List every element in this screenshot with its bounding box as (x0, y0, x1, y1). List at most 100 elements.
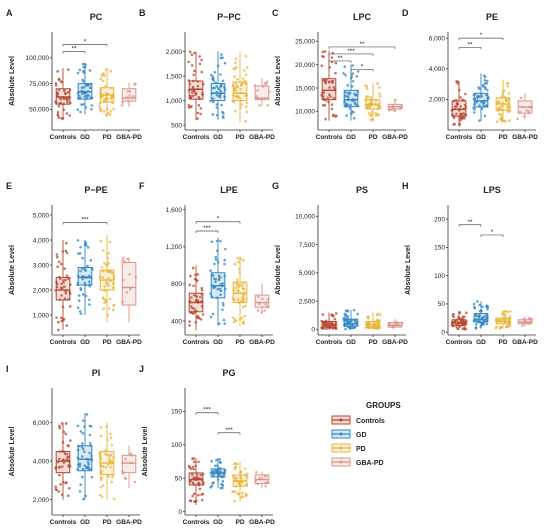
data-point (102, 109, 106, 113)
data-point (211, 113, 215, 116)
data-point (478, 95, 482, 99)
x-tick-label: Controls (446, 134, 473, 141)
data-point (351, 79, 355, 83)
data-point (188, 50, 192, 54)
data-point (346, 309, 349, 312)
data-point (497, 100, 501, 103)
data-point (233, 499, 236, 503)
y-tick-label: 50 (175, 476, 183, 483)
data-point (237, 285, 241, 289)
data-point (500, 325, 503, 329)
data-point (67, 444, 71, 448)
box-controls (54, 240, 72, 332)
data-point (193, 307, 196, 310)
y-axis-label: Absolute Level (275, 245, 282, 295)
data-point (68, 114, 72, 117)
data-point (105, 280, 109, 284)
data-point (223, 322, 227, 325)
data-point (209, 269, 212, 273)
data-point (57, 260, 61, 264)
box-controls (450, 80, 468, 127)
data-point (342, 71, 345, 75)
y-tick-label: 2,000 (33, 497, 50, 504)
data-point (235, 77, 239, 81)
data-point (258, 476, 262, 480)
data-point (327, 93, 331, 96)
data-point (211, 76, 215, 80)
significance-bracket: * (195, 216, 241, 224)
data-point (478, 104, 481, 108)
data-point (191, 266, 195, 270)
data-point (107, 277, 110, 280)
data-point (485, 322, 489, 326)
data-point (256, 309, 260, 312)
data-point (506, 100, 510, 103)
data-point (56, 70, 59, 73)
panel-letter: F (139, 181, 145, 191)
data-point (473, 107, 477, 111)
data-point (197, 493, 200, 497)
panel-letter: H (402, 181, 409, 191)
box-gd (209, 237, 227, 326)
data-point (476, 300, 479, 303)
data-point (486, 305, 489, 308)
box-pd (495, 79, 512, 123)
legend-item: PD (331, 443, 366, 453)
y-tick-label: 100 (171, 442, 182, 449)
data-point (377, 86, 381, 89)
y-axis-label: Absolute Level (405, 245, 412, 295)
panel-letter: C (272, 8, 279, 18)
data-point (221, 479, 225, 483)
data-point (200, 498, 204, 502)
data-point (64, 91, 68, 95)
data-point (374, 112, 377, 115)
data-point (57, 77, 61, 81)
data-point (506, 310, 509, 314)
data-point (505, 82, 509, 85)
data-point (264, 484, 268, 488)
data-point (102, 307, 106, 310)
data-point (369, 118, 372, 121)
data-point (212, 481, 215, 484)
panel-J: J PG Absolute Level 0 50 100 150 Controls GD PD GB… (139, 364, 275, 526)
data-point (82, 497, 85, 501)
data-point (99, 239, 103, 243)
data-point (324, 80, 327, 84)
box-gd (209, 51, 227, 121)
data-point (199, 107, 203, 110)
x-tick-label: Controls (50, 339, 77, 346)
data-point (321, 313, 325, 316)
data-point (82, 103, 85, 106)
data-point (367, 112, 371, 115)
data-point (265, 80, 269, 84)
data-point (222, 304, 225, 307)
data-point (81, 475, 84, 479)
panel-title: LPC (353, 12, 372, 22)
data-point (368, 106, 371, 110)
box-rect (254, 85, 270, 101)
data-point (99, 478, 103, 481)
x-tick-label: GBA-PD (116, 519, 142, 526)
data-point (57, 320, 60, 324)
data-point (352, 110, 355, 114)
box-controls (187, 457, 205, 505)
data-point (495, 325, 499, 328)
box-gba-pd (254, 283, 270, 314)
data-point (453, 122, 456, 126)
data-point (99, 485, 103, 489)
significance-label: * (361, 63, 364, 70)
data-point (332, 97, 336, 100)
data-point (65, 324, 69, 327)
data-point (321, 50, 325, 54)
significance-bracket: ** (328, 55, 352, 63)
data-point (244, 492, 248, 496)
significance-label: *** (347, 48, 355, 55)
x-tick-label: PD (498, 339, 507, 346)
box-pd (364, 82, 382, 122)
data-point (101, 276, 105, 279)
data-point (369, 96, 373, 99)
box-controls (54, 422, 72, 500)
panel-letter: J (139, 364, 144, 374)
box-gd (342, 64, 360, 121)
x-tick-label: GD (476, 134, 486, 141)
